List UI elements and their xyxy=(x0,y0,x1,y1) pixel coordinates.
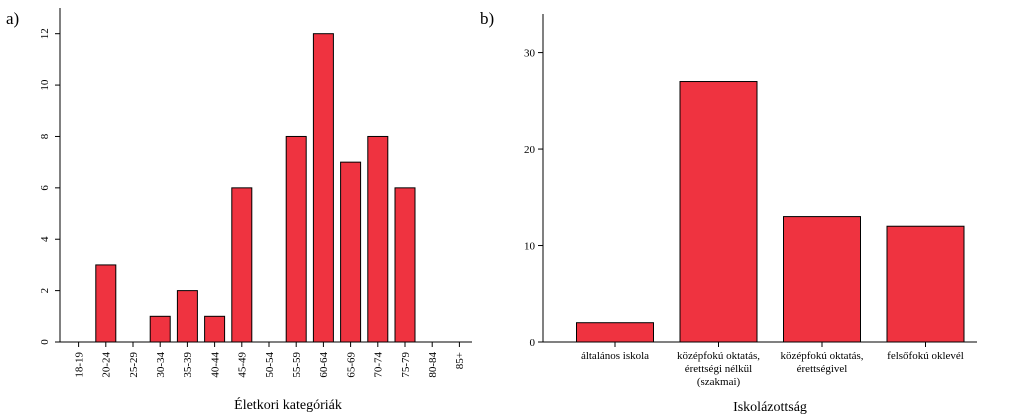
x-tick-label: 50-54 xyxy=(264,352,276,378)
x-tick-label: érettségivel xyxy=(797,363,848,375)
bar xyxy=(576,322,654,343)
x-tick-label: 60-64 xyxy=(318,352,330,378)
x-tick-label: 30-34 xyxy=(155,352,167,378)
bar xyxy=(95,264,117,343)
x-tick-label: középfokú oktatás, xyxy=(780,350,863,362)
x-tick-labels-age: 18-19 20-24 25-29 30-34 35-39 40-44 45-49 50-54… xyxy=(73,342,466,378)
bar xyxy=(783,216,861,343)
bars-age xyxy=(95,33,416,343)
bar xyxy=(367,135,389,343)
bar xyxy=(176,290,198,343)
x-tick-label: 35-39 xyxy=(182,352,194,378)
x-tick-label: 65-69 xyxy=(345,352,357,378)
bar xyxy=(285,135,307,343)
x-tick-label: 18-19 xyxy=(73,352,85,378)
bar xyxy=(886,225,965,343)
bars-education xyxy=(576,81,965,343)
bar xyxy=(340,161,362,343)
y-tick-label: 0 xyxy=(39,339,51,345)
x-tick-label: 75-79 xyxy=(400,352,412,378)
bar xyxy=(149,315,171,343)
y-tick-label: 10 xyxy=(524,240,536,252)
y-tick-label: 20 xyxy=(524,144,536,156)
x-tick-label: középfokú oktatás, xyxy=(677,350,760,362)
x-tick-label: 20-24 xyxy=(101,352,113,378)
y-tick-label: 4 xyxy=(39,236,51,242)
x-tick-label: 25-29 xyxy=(128,352,140,378)
x-axis-title-age: Életkori kategóriák xyxy=(234,396,342,413)
x-tick-label: érettségi nélkül xyxy=(685,363,753,375)
x-tick-label: 85+ xyxy=(454,352,466,369)
y-tick-label: 30 xyxy=(524,47,536,59)
bar xyxy=(312,33,334,343)
bar xyxy=(679,81,758,343)
chart-panel-education: b) Iskolázottság 0 10 20 30 általános iskol… xyxy=(480,9,977,415)
bar xyxy=(204,315,226,343)
x-tick-label: felsőfokú oklevél xyxy=(887,350,964,362)
panel-label-b: b) xyxy=(480,9,494,28)
panel-label-a: a) xyxy=(6,9,19,28)
y-tick-label: 12 xyxy=(39,28,51,39)
y-tick-label: 8 xyxy=(39,133,51,139)
y-tick-label: 6 xyxy=(39,185,51,191)
bar xyxy=(231,187,253,343)
y-tick-label: 10 xyxy=(39,79,51,91)
x-tick-label: általános iskola xyxy=(581,350,649,362)
chart-panel-age: a) Életkori kategóriák 0 2 4 6 8 10 12 18-19 20… xyxy=(6,8,472,413)
x-tick-labels-education: általános iskola középfokú oktatás,éretts… xyxy=(581,342,964,388)
x-tick-label: 55-59 xyxy=(291,352,303,378)
y-tick-label: 0 xyxy=(530,337,536,349)
x-tick-label: 70-74 xyxy=(373,352,385,378)
x-tick-label: 45-49 xyxy=(237,352,249,378)
x-tick-label: (szakmai) xyxy=(697,376,741,388)
y-tick-label: 2 xyxy=(39,288,51,294)
x-tick-label: 80-84 xyxy=(427,352,439,378)
x-axis-title-education: Iskolázottság xyxy=(733,400,807,415)
bar xyxy=(394,187,416,343)
x-tick-label: 40-44 xyxy=(209,352,221,378)
